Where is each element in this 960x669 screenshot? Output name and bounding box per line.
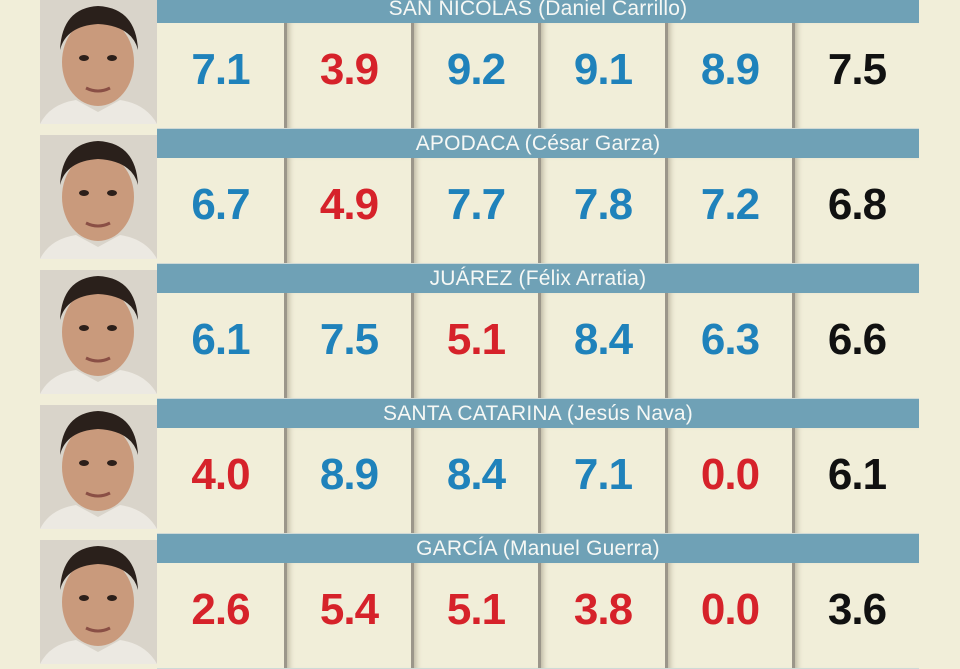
score-cell-3: 7.7: [411, 158, 538, 264]
average-cell: 6.8: [792, 158, 919, 264]
mayor-row: GARCÍA (Manuel Guerra) 2.6 5.4 5.1 3.8 0.0 3.…: [40, 534, 920, 669]
municipality-header: SANTA CATARINA (Jesús Nava): [157, 399, 919, 428]
score-cell-3: 9.2: [411, 23, 538, 129]
average-cell: 7.5: [792, 23, 919, 129]
score-cell-2: 5.4: [284, 563, 411, 669]
score-cell-5: 7.2: [665, 158, 792, 264]
municipality-header: APODACA (César Garza): [157, 129, 919, 158]
score-cell-2: 3.9: [284, 23, 411, 129]
score-cell-1: 6.1: [157, 293, 284, 399]
mayor-photo: [40, 135, 157, 259]
score-cell-2: 7.5: [284, 293, 411, 399]
score-cells: 2.6 5.4 5.1 3.8 0.0 3.6: [157, 563, 919, 669]
score-cell-4: 7.1: [538, 428, 665, 534]
mayor-row: SANTA CATARINA (Jesús Nava) 4.0 8.9 8.4 7.1…: [40, 399, 920, 534]
score-cell-1: 6.7: [157, 158, 284, 264]
average-cell: 3.6: [792, 563, 919, 669]
score-cells: 4.0 8.9 8.4 7.1 0.0 6.1: [157, 428, 919, 534]
person-portrait-icon: [40, 270, 157, 394]
score-cells: 7.1 3.9 9.2 9.1 8.9 7.5: [157, 23, 919, 129]
mayor-photo: [40, 540, 157, 664]
score-cell-4: 9.1: [538, 23, 665, 129]
average-cell: 6.6: [792, 293, 919, 399]
score-cell-4: 7.8: [538, 158, 665, 264]
row-divider: [157, 533, 919, 534]
score-cell-3: 8.4: [411, 428, 538, 534]
score-cell-1: 2.6: [157, 563, 284, 669]
municipality-header: GARCÍA (Manuel Guerra): [157, 534, 919, 563]
ratings-table: SAN NICOLÁS (Daniel Carrillo) 7.1 3.9 9.2 9…: [40, 0, 920, 669]
row-divider: [157, 128, 919, 129]
row-divider: [157, 398, 919, 399]
score-cell-4: 3.8: [538, 563, 665, 669]
score-cells: 6.7 4.9 7.7 7.8 7.2 6.8: [157, 158, 919, 264]
score-cell-5: 8.9: [665, 23, 792, 129]
municipality-header: JUÁREZ (Félix Arratia): [157, 264, 919, 293]
person-portrait-icon: [40, 540, 157, 664]
mayor-photo: [40, 405, 157, 529]
score-cell-4: 8.4: [538, 293, 665, 399]
mayor-photo: [40, 270, 157, 394]
score-cell-2: 8.9: [284, 428, 411, 534]
person-portrait-icon: [40, 405, 157, 529]
score-cell-1: 4.0: [157, 428, 284, 534]
mayor-row: JUÁREZ (Félix Arratia) 6.1 7.5 5.1 8.4 6.3 6.…: [40, 264, 920, 399]
score-cell-2: 4.9: [284, 158, 411, 264]
person-portrait-icon: [40, 0, 157, 124]
mayor-row: APODACA (César Garza) 6.7 4.9 7.7 7.8 7.2 6.8: [40, 129, 920, 264]
score-cell-5: 6.3: [665, 293, 792, 399]
score-cell-3: 5.1: [411, 563, 538, 669]
score-cell-1: 7.1: [157, 23, 284, 129]
mayor-photo: [40, 0, 157, 124]
score-cell-5: 0.0: [665, 563, 792, 669]
score-cell-3: 5.1: [411, 293, 538, 399]
mayor-row: SAN NICOLÁS (Daniel Carrillo) 7.1 3.9 9.2 9…: [40, 0, 920, 129]
person-portrait-icon: [40, 135, 157, 259]
row-divider: [157, 263, 919, 264]
score-cell-5: 0.0: [665, 428, 792, 534]
average-cell: 6.1: [792, 428, 919, 534]
municipality-header: SAN NICOLÁS (Daniel Carrillo): [157, 0, 919, 23]
score-cells: 6.1 7.5 5.1 8.4 6.3 6.6: [157, 293, 919, 399]
